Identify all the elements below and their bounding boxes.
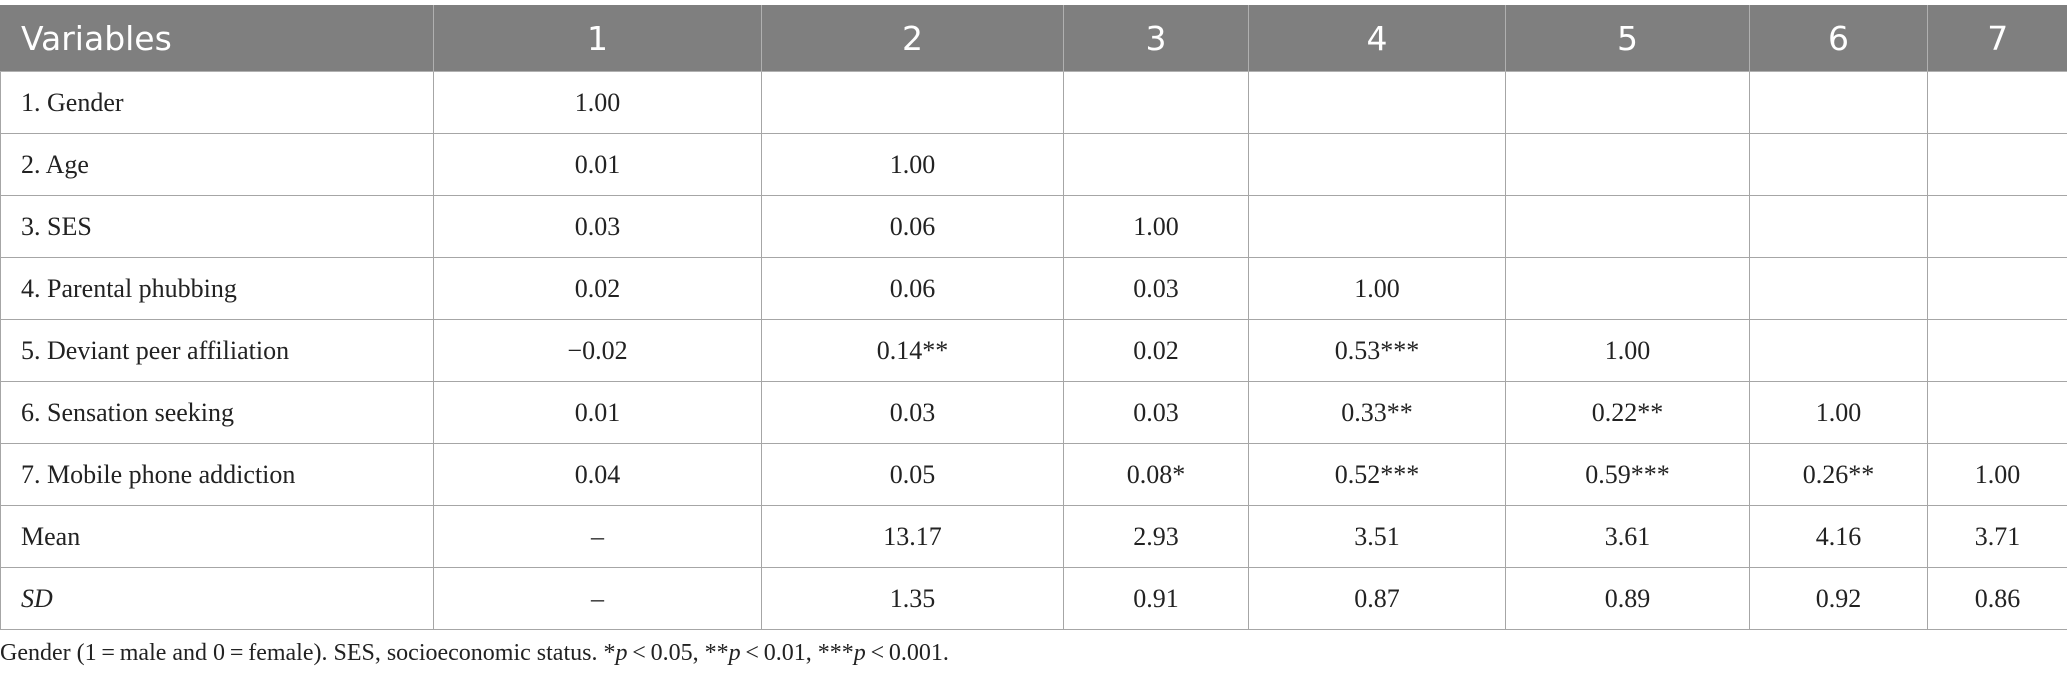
table-cell: 0.91 <box>1063 567 1249 630</box>
table-cell: 1.00 <box>761 133 1064 196</box>
footnote-text: < 0.01, *** <box>740 640 854 666</box>
table-cell: 0.02 <box>433 257 762 320</box>
table-cell <box>1505 195 1750 258</box>
footnote-text: Gender (1 = male and 0 = female). SES, s… <box>0 640 616 666</box>
row-label: 7. Mobile phone addiction <box>0 443 434 506</box>
table-cell: 0.03 <box>761 381 1064 444</box>
table-cell: – <box>433 505 762 568</box>
column-header: 5 <box>1505 5 1750 72</box>
correlation-table: Variables 1 2 3 4 5 6 7 1. Gender 1.00 2… <box>0 5 2067 630</box>
footnote-p-symbol: p <box>853 640 866 666</box>
row-label: 4. Parental phubbing <box>0 257 434 320</box>
table-row: 3. SES 0.03 0.06 1.00 <box>0 195 2067 258</box>
table-cell: 0.53*** <box>1248 319 1506 382</box>
footnote-p-symbol: p <box>615 640 628 666</box>
table-cell <box>1248 71 1506 134</box>
table-cell: 0.87 <box>1248 567 1506 630</box>
column-header: 7 <box>1927 5 2067 72</box>
row-label: 3. SES <box>0 195 434 258</box>
row-label: 2. Age <box>0 133 434 196</box>
table-cell <box>1063 71 1249 134</box>
table-cell: 0.26** <box>1749 443 1928 506</box>
table-cell: 0.02 <box>1063 319 1249 382</box>
table-row: SD – 1.35 0.91 0.87 0.89 0.92 0.86 <box>0 567 2067 630</box>
table-cell: 1.00 <box>1063 195 1249 258</box>
table-cell: 0.22** <box>1505 381 1750 444</box>
table-cell: 0.06 <box>761 257 1064 320</box>
table-cell <box>1927 381 2067 444</box>
table-cell: 1.35 <box>761 567 1064 630</box>
table-cell: 0.03 <box>1063 381 1249 444</box>
table-row: 6. Sensation seeking 0.01 0.03 0.03 0.33… <box>0 381 2067 444</box>
table-cell <box>1505 257 1750 320</box>
table-cell <box>1927 133 2067 196</box>
table-cell <box>1749 71 1928 134</box>
table-cell: 1.00 <box>433 71 762 134</box>
table-cell <box>1749 319 1928 382</box>
footnote-text: < 0.05, ** <box>627 640 729 666</box>
table-cell: 3.71 <box>1927 505 2067 568</box>
table-cell: 1.00 <box>1248 257 1506 320</box>
table-cell: 0.04 <box>433 443 762 506</box>
table-row: 7. Mobile phone addiction 0.04 0.05 0.08… <box>0 443 2067 506</box>
table-cell <box>1505 133 1750 196</box>
table-row: 2. Age 0.01 1.00 <box>0 133 2067 196</box>
table-cell: 1.00 <box>1505 319 1750 382</box>
table-cell: −0.02 <box>433 319 762 382</box>
table-cell <box>761 71 1064 134</box>
table-cell: 0.01 <box>433 133 762 196</box>
table-cell <box>1248 133 1506 196</box>
table-row: 4. Parental phubbing 0.02 0.06 0.03 1.00 <box>0 257 2067 320</box>
row-label: Mean <box>0 505 434 568</box>
header-row: Variables 1 2 3 4 5 6 7 <box>0 5 2067 72</box>
table-cell <box>1749 195 1928 258</box>
table-row: 1. Gender 1.00 <box>0 71 2067 134</box>
table-cell: 0.06 <box>761 195 1064 258</box>
table-cell <box>1063 133 1249 196</box>
table-cell: 0.92 <box>1749 567 1928 630</box>
table-cell <box>1927 257 2067 320</box>
column-header: 2 <box>761 5 1064 72</box>
column-header: Variables <box>0 5 434 72</box>
table-cell <box>1749 257 1928 320</box>
table-cell: 1.00 <box>1749 381 1928 444</box>
footnote-text: < 0.001. <box>865 640 949 666</box>
table-cell: 2.93 <box>1063 505 1249 568</box>
column-header: 6 <box>1749 5 1928 72</box>
table-cell: 13.17 <box>761 505 1064 568</box>
table-cell: 3.61 <box>1505 505 1750 568</box>
table-cell: 4.16 <box>1749 505 1928 568</box>
column-header: 1 <box>433 5 762 72</box>
table-cell: 0.08* <box>1063 443 1249 506</box>
table-row: Mean – 13.17 2.93 3.51 3.61 4.16 3.71 <box>0 505 2067 568</box>
table-cell <box>1927 195 2067 258</box>
table-cell <box>1927 319 2067 382</box>
row-label: 6. Sensation seeking <box>0 381 434 444</box>
column-header: 4 <box>1248 5 1506 72</box>
table-cell: 1.00 <box>1927 443 2067 506</box>
table-row: 5. Deviant peer affiliation −0.02 0.14**… <box>0 319 2067 382</box>
table-cell: – <box>433 567 762 630</box>
table-cell: 0.89 <box>1505 567 1750 630</box>
table-cell: 0.33** <box>1248 381 1506 444</box>
table-cell <box>1248 195 1506 258</box>
table-cell: 0.86 <box>1927 567 2067 630</box>
column-header: 3 <box>1063 5 1249 72</box>
table-cell: 0.03 <box>1063 257 1249 320</box>
table-cell: 0.01 <box>433 381 762 444</box>
table-cell: 0.05 <box>761 443 1064 506</box>
table-footnote: Gender (1 = male and 0 = female). SES, s… <box>0 640 949 667</box>
table-cell: 0.52*** <box>1248 443 1506 506</box>
footnote-p-symbol: p <box>728 640 741 666</box>
table-cell: 3.51 <box>1248 505 1506 568</box>
row-label: SD <box>0 567 434 630</box>
table-cell <box>1749 133 1928 196</box>
table-cell: 0.03 <box>433 195 762 258</box>
table-cell <box>1505 71 1750 134</box>
row-label: 5. Deviant peer affiliation <box>0 319 434 382</box>
row-label: 1. Gender <box>0 71 434 134</box>
table-cell: 0.59*** <box>1505 443 1750 506</box>
table-cell <box>1927 71 2067 134</box>
table-cell: 0.14** <box>761 319 1064 382</box>
